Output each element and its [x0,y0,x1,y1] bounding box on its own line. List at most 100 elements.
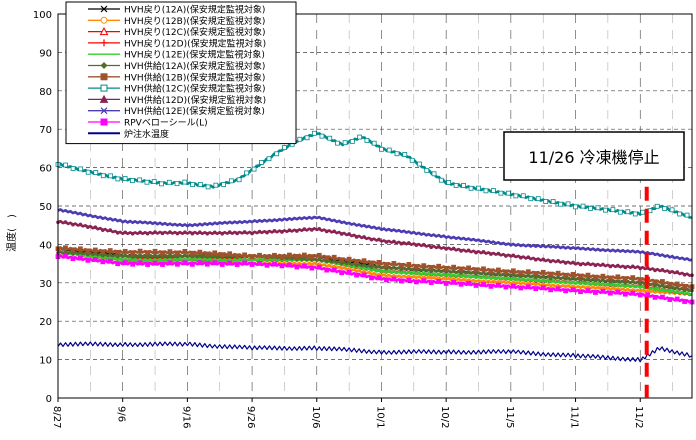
series-point [556,275,560,279]
series-point [473,283,479,288]
series-point [70,166,76,171]
y-tick-label: 90 [39,48,52,59]
series-point [660,268,665,272]
series-point [249,254,255,260]
series-point [347,261,351,265]
annotation-box [503,131,685,181]
series-point [616,279,620,283]
series-point [183,230,187,235]
series-point [674,296,680,302]
series-point [354,263,359,268]
y-tick-label: 50 [39,202,52,213]
series-point [316,252,322,258]
series-point [219,252,225,258]
series-point [548,259,553,264]
series-point [421,278,427,284]
series-point [563,277,568,281]
series-point [77,255,83,261]
series-point [436,279,442,284]
series-point [251,166,257,172]
series-point [386,147,392,153]
series-point [235,231,239,236]
series-point [354,235,359,239]
series-point [71,251,75,256]
legend-label: HVH供給(12D)(保安規定監視対象) [124,94,266,106]
series-point [518,270,524,276]
y-axis-label: 温度( ) [5,214,18,252]
series-point [391,261,397,266]
y-tick-label: 70 [39,125,52,136]
series-point [167,249,173,254]
series-point [513,193,519,199]
series-point [638,266,643,271]
series-point [645,266,650,270]
series-point [541,274,546,279]
series-point [424,167,430,173]
series-point [474,272,478,276]
series-point [377,264,381,269]
x-tick-label: 9/6 [116,406,127,422]
series-point [77,246,83,252]
series-point [205,231,210,236]
series-point [85,169,91,175]
series-point [331,267,337,273]
legend-swatch-marker [100,5,108,13]
y-tick-label: 20 [39,317,52,328]
series-point [556,258,560,263]
series-point [189,261,195,267]
series-point [86,252,90,257]
series-point [550,199,556,204]
series-point [384,277,389,283]
series-point [660,279,665,284]
series-point [107,248,113,253]
series-point [361,258,367,264]
legend-label: HVH戻り(12D)(保安規定監視対象) [124,37,266,49]
series-point [578,273,583,279]
series-point [339,257,345,263]
series-point [100,259,106,265]
series-point [436,263,442,269]
series-point [488,283,494,289]
series-point [505,190,511,196]
series-point [63,220,68,224]
series-point [122,260,128,266]
legend-label: HVH供給(12B)(保安規定監視対象) [124,71,265,83]
legend-swatch-marker [100,62,108,69]
series-point [220,231,225,236]
series-point [414,243,419,247]
series-point [144,179,150,185]
series-point [175,231,180,236]
series-point [100,253,105,258]
series-point [496,282,501,288]
series-point [122,176,128,181]
series-point [528,196,534,202]
series-point [451,279,457,285]
series-point [93,225,98,229]
series-point [660,283,665,288]
series-point [122,248,128,254]
x-tick-label: 11/2 [633,406,644,428]
series-point [301,252,307,258]
series-point [63,162,68,168]
plot-frame [57,13,693,399]
series-point [586,276,590,281]
series-point [630,275,636,281]
series-point [234,262,240,267]
series-point [311,130,317,136]
series-point [138,230,142,235]
series-point [444,270,448,274]
series-point [491,188,496,193]
series-point [625,209,631,215]
series-point [159,181,164,187]
series-point [443,265,449,271]
series-point [540,285,546,291]
series-point [543,199,549,204]
series-point [174,181,180,187]
series-point [519,255,523,260]
series-point [167,260,173,266]
series-point [272,252,277,258]
series-point [675,285,680,290]
y-tick-label: 80 [39,87,52,98]
series-point [511,253,516,258]
series-point [377,237,381,242]
